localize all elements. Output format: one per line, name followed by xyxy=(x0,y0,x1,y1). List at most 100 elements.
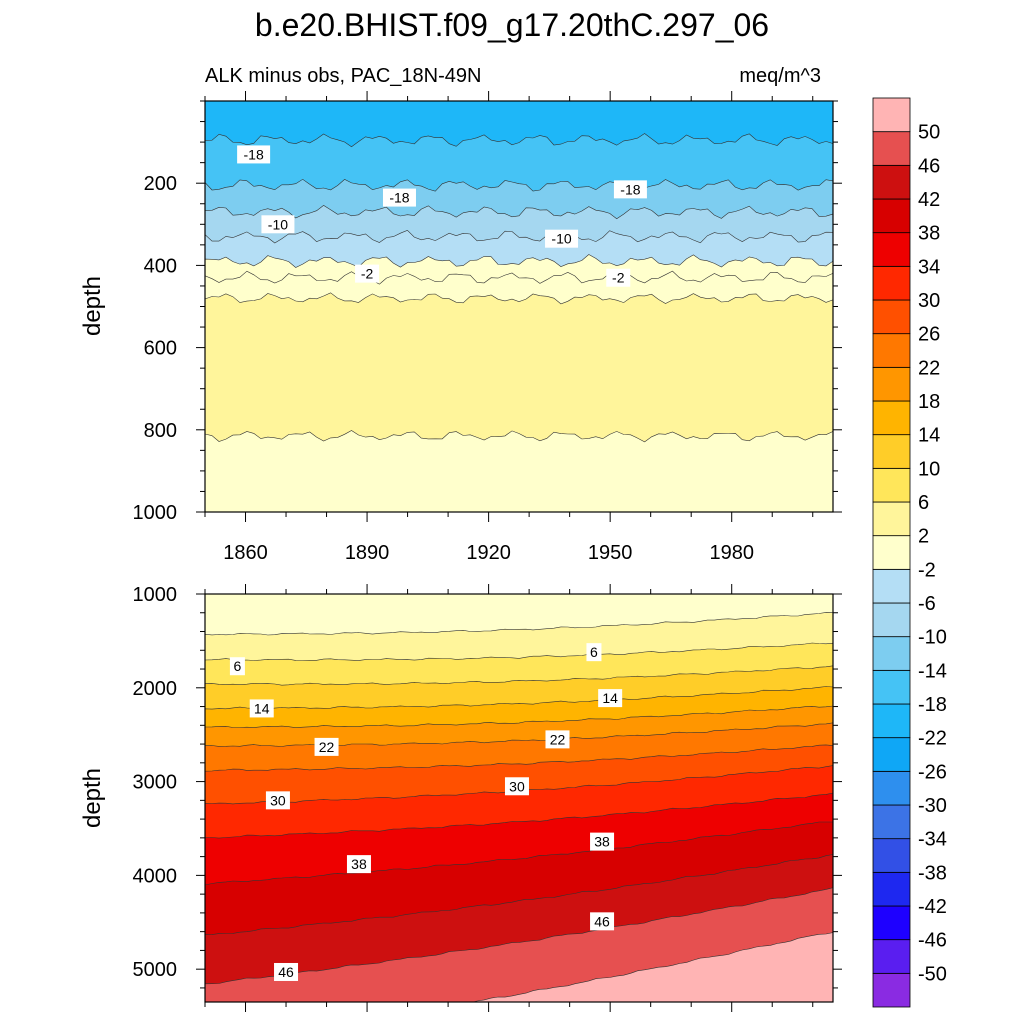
contour-label: 14 xyxy=(602,690,618,706)
y-tick-label: 400 xyxy=(144,255,177,277)
contour-label-box xyxy=(265,791,290,810)
upper-ylabel: depth xyxy=(79,276,106,336)
contour-label-box xyxy=(274,962,299,981)
colorbar-swatch xyxy=(872,905,911,941)
colorbar-label: -22 xyxy=(918,728,947,750)
contour-label-box xyxy=(545,730,570,749)
contour-label: -18 xyxy=(389,190,409,206)
contour-label-box xyxy=(504,777,529,796)
colorbar-swatch xyxy=(872,804,911,840)
colorbar-swatch xyxy=(872,939,911,974)
y-tick-label: 1000 xyxy=(133,502,178,524)
colorbar-label: 18 xyxy=(918,391,940,413)
y-tick-label: 3000 xyxy=(133,772,178,794)
contour-label-box xyxy=(261,215,295,234)
colorbar-swatch xyxy=(872,669,911,705)
contour-label: 14 xyxy=(254,700,270,716)
colorbar-label: -14 xyxy=(918,660,947,682)
contour-label-box xyxy=(249,699,274,718)
lower-axes: 1000 2000 3000 4000 5000 xyxy=(133,584,842,1012)
contour-label-box xyxy=(613,180,647,199)
x-tick-label: 1920 xyxy=(466,542,511,564)
contour-label: 22 xyxy=(319,739,335,755)
colorbar-swatch xyxy=(872,434,911,469)
colorbar-swatch xyxy=(872,299,911,335)
y-tick-label: 200 xyxy=(144,173,177,195)
colorbar-swatch xyxy=(872,636,911,671)
colorbar: -50-46-42-38-34-30-26-22-18-14-10-6-2261… xyxy=(872,97,947,1008)
contour-label-box xyxy=(606,268,631,287)
colorbar-label: 2 xyxy=(918,526,929,548)
colorbar-label: 46 xyxy=(918,155,940,177)
contour-band xyxy=(472,932,833,1002)
contour-label-box xyxy=(590,832,615,851)
colorbar-swatch xyxy=(872,972,911,1008)
contour-label-box xyxy=(586,643,602,662)
x-tick-label: 1980 xyxy=(709,542,754,564)
upper-panel: -18 -18 -18 -10 -10 -2 -2 200 400 600 800 1000 1860… xyxy=(79,91,842,564)
lower-contour-fill: 6 6 14 14 22 22 30 30 38 38 46 46 xyxy=(205,594,833,1002)
colorbar-label: 42 xyxy=(918,189,940,211)
variable-label: ALK minus obs, PAC_18N-49N xyxy=(205,65,481,87)
chart-title: b.e20.BHIST.f09_g17.20thC.297_06 xyxy=(255,7,769,43)
colorbar-swatch xyxy=(872,568,911,604)
colorbar-swatch xyxy=(872,131,911,166)
y-tick-label: 800 xyxy=(144,420,177,442)
colorbar-label: 34 xyxy=(918,256,940,278)
colorbar-swatch xyxy=(872,400,911,436)
lower-ylabel: depth xyxy=(79,768,106,828)
contour-label: 46 xyxy=(278,964,294,980)
colorbar-label: -46 xyxy=(918,930,947,952)
colorbar-swatch xyxy=(872,232,911,267)
lower-plot-frame xyxy=(204,593,834,1003)
y-tick-label: 600 xyxy=(144,338,177,360)
colorbar-label: -6 xyxy=(918,593,936,615)
colorbar-label: -30 xyxy=(918,795,947,817)
colorbar-label: 6 xyxy=(918,492,929,514)
contour-label: -18 xyxy=(620,181,640,197)
contour-label: -10 xyxy=(551,231,571,247)
colorbar-swatch xyxy=(872,501,911,537)
y-tick-label: 4000 xyxy=(133,865,178,887)
contour-label-box xyxy=(355,264,380,283)
y-tick-label: 2000 xyxy=(133,678,178,700)
colorbar-swatch xyxy=(872,703,911,739)
colorbar-swatch xyxy=(872,770,911,806)
contour-label-box xyxy=(590,912,615,931)
colorbar-swatch xyxy=(872,97,911,133)
colorbar-swatch xyxy=(872,198,911,234)
contour-label: 30 xyxy=(270,792,286,808)
colorbar-label: -34 xyxy=(918,829,947,851)
contour-label: -18 xyxy=(244,146,264,162)
colorbar-label: 50 xyxy=(918,122,940,144)
contour-label: -2 xyxy=(361,266,374,282)
contour-label-box xyxy=(237,145,271,164)
colorbar-swatch xyxy=(872,265,911,301)
y-tick-label: 1000 xyxy=(133,584,178,606)
lower-panel: 6 6 14 14 22 22 30 30 38 38 46 46 1000 2000 3000 4000 5… xyxy=(79,584,842,1012)
x-tick-label: 1860 xyxy=(223,542,268,564)
colorbar-label: 10 xyxy=(918,458,940,480)
contour-label-box xyxy=(545,229,579,248)
y-tick-label: 5000 xyxy=(133,959,178,981)
contour-label: -10 xyxy=(268,216,288,232)
contour-band xyxy=(205,430,833,512)
upper-axes: 200 400 600 800 1000 1860 1890 1920 1950 1980 xyxy=(133,91,842,564)
contour-label-box xyxy=(382,188,416,207)
colorbar-label: -10 xyxy=(918,627,947,649)
contour-label: 38 xyxy=(351,856,367,872)
colorbar-label: -50 xyxy=(918,963,947,985)
colorbar-swatch xyxy=(872,467,911,503)
colorbar-swatch xyxy=(872,535,911,570)
contour-label-box xyxy=(346,855,371,874)
contour-label: 22 xyxy=(550,731,566,747)
colorbar-label: -38 xyxy=(918,862,947,884)
contour-label: 6 xyxy=(590,644,598,660)
colorbar-swatch xyxy=(872,164,911,200)
colorbar-label: 22 xyxy=(918,357,940,379)
units-label: meq/m^3 xyxy=(739,65,821,87)
colorbar-label: 38 xyxy=(918,223,940,245)
colorbar-label: 30 xyxy=(918,290,940,312)
contour-label: -2 xyxy=(612,270,625,286)
x-tick-label: 1890 xyxy=(345,542,390,564)
